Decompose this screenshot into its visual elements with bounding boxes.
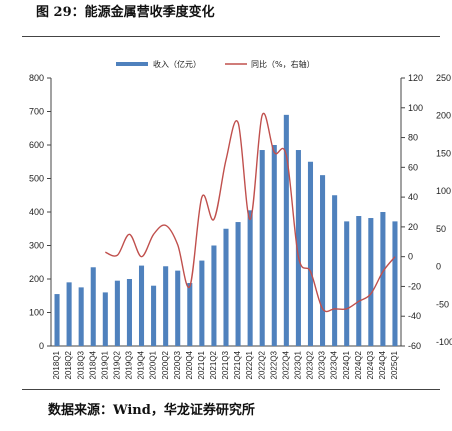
clipped-axis-label: 50 xyxy=(436,224,446,234)
bar xyxy=(78,287,84,346)
bar xyxy=(90,267,96,346)
legend-line-label: 同比（%，右轴） xyxy=(251,59,315,69)
y-right-tick-label: 0 xyxy=(408,252,413,262)
legend-bar-label: 收入（亿元） xyxy=(153,59,201,69)
y-right-tick-label: 40 xyxy=(408,192,418,202)
bar xyxy=(199,260,205,346)
clipped-axis-label: 0 xyxy=(436,262,441,272)
title-rule xyxy=(22,36,440,37)
x-tick-label: 2020Q3 xyxy=(173,350,182,379)
bar xyxy=(151,285,157,346)
bar xyxy=(102,292,108,346)
x-tick-label: 2019Q2 xyxy=(112,350,121,379)
x-tick-label: 2024Q1 xyxy=(342,350,351,379)
y-right-tick-label: 20 xyxy=(408,222,418,232)
bar xyxy=(54,294,60,346)
x-tick-label: 2021Q1 xyxy=(197,350,206,379)
y-left-tick-label: 800 xyxy=(29,73,44,83)
bar xyxy=(368,218,374,346)
bar xyxy=(235,222,241,346)
bar xyxy=(320,175,326,346)
y-right-tick-label: -60 xyxy=(408,341,421,351)
figure-title: 图 29：能源金属营收季度变化 xyxy=(36,5,215,20)
x-tick-label: 2019Q4 xyxy=(137,350,146,379)
y-left-tick-label: 600 xyxy=(29,140,44,150)
x-tick-label: 2022Q1 xyxy=(245,350,254,379)
x-tick-label: 2022Q2 xyxy=(257,350,266,379)
x-tick-label: 2021Q4 xyxy=(233,350,242,379)
clipped-axis-label: 100 xyxy=(436,186,451,196)
bar xyxy=(175,270,181,346)
x-tick-label: 2023Q3 xyxy=(318,350,327,379)
bar xyxy=(247,210,253,346)
x-tick-label: 2024Q3 xyxy=(366,350,375,379)
bar xyxy=(392,221,398,346)
clipped-axis-label: 250 xyxy=(436,73,451,83)
x-tick-label: 2024Q2 xyxy=(354,350,363,379)
x-tick-label: 2019Q3 xyxy=(125,350,134,379)
bar xyxy=(66,282,72,346)
clipped-axis-label: 200 xyxy=(436,111,451,121)
y-right-tick-label: 80 xyxy=(408,133,418,143)
y-right-tick-label: 120 xyxy=(408,73,423,83)
y-right-tick-label: 100 xyxy=(408,103,423,113)
x-tick-label: 2021Q2 xyxy=(209,350,218,379)
bar xyxy=(356,216,362,346)
x-tick-label: 2022Q3 xyxy=(269,350,278,379)
x-tick-label: 2018Q1 xyxy=(52,350,61,379)
bar xyxy=(344,221,350,346)
source-rule xyxy=(22,389,440,390)
bar xyxy=(223,228,229,346)
bar xyxy=(380,212,386,346)
x-tick-label: 2023Q1 xyxy=(294,350,303,379)
chart: 0100200300400500600700800-60-40-20020406… xyxy=(29,59,452,379)
x-tick-label: 2018Q4 xyxy=(88,350,97,379)
bar xyxy=(138,265,145,346)
bar xyxy=(295,150,301,346)
x-tick-label: 2020Q4 xyxy=(185,350,194,379)
bar xyxy=(114,280,120,346)
bar xyxy=(259,150,265,346)
x-tick-label: 2025Q1 xyxy=(390,350,399,379)
x-tick-label: 2022Q4 xyxy=(281,350,290,379)
x-tick-label: 2018Q2 xyxy=(64,350,73,379)
bar xyxy=(271,145,277,346)
x-tick-label: 2020Q2 xyxy=(161,350,170,379)
clipped-axis-label: -100 xyxy=(436,337,452,347)
x-tick-label: 2024Q4 xyxy=(378,350,387,379)
clipped-axis-label: -50 xyxy=(436,299,449,309)
y-left-tick-label: 400 xyxy=(29,207,44,217)
y-right-tick-label: 60 xyxy=(408,162,418,172)
bar xyxy=(307,161,314,346)
bar xyxy=(332,195,338,346)
y-left-tick-label: 300 xyxy=(29,241,44,251)
clipped-axis-label: 150 xyxy=(436,148,451,158)
yoy-line xyxy=(105,112,396,313)
bar xyxy=(283,114,289,346)
x-tick-label: 2023Q2 xyxy=(306,350,315,379)
y-left-tick-label: 200 xyxy=(29,274,44,284)
bar xyxy=(126,279,132,346)
y-left-tick-label: 700 xyxy=(29,107,44,117)
bar xyxy=(211,245,217,346)
x-tick-label: 2020Q1 xyxy=(149,350,158,379)
x-tick-label: 2018Q3 xyxy=(76,350,85,379)
y-left-tick-label: 0 xyxy=(39,341,44,351)
x-tick-label: 2023Q4 xyxy=(330,350,339,379)
y-right-tick-label: -20 xyxy=(408,281,421,291)
x-tick-label: 2019Q1 xyxy=(100,350,109,379)
y-left-tick-label: 500 xyxy=(29,174,44,184)
y-left-tick-label: 100 xyxy=(29,308,44,318)
data-source: 数据来源：Wind，华龙证券研究所 xyxy=(48,403,255,418)
y-right-tick-label: -40 xyxy=(408,311,421,321)
bar xyxy=(163,266,169,346)
bar xyxy=(187,283,193,346)
x-tick-label: 2021Q3 xyxy=(221,350,230,379)
legend-bar-swatch xyxy=(116,62,148,66)
